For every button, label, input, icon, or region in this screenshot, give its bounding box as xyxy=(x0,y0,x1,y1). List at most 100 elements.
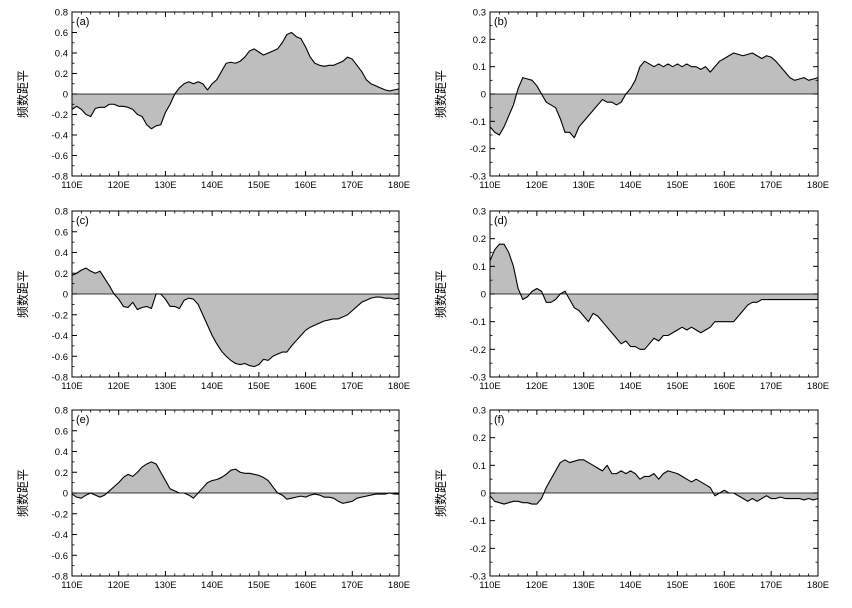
y-tick-label: 0 xyxy=(63,90,68,101)
y-tick-label: -0.3 xyxy=(470,373,486,384)
y-tick-label: 0.3 xyxy=(473,207,486,218)
panel-label: (d) xyxy=(494,215,507,227)
y-tick-label: 0.6 xyxy=(55,28,68,39)
x-tick-label: 140E xyxy=(201,580,223,591)
x-tick-label: 140E xyxy=(619,381,641,392)
x-tick-label: 160E xyxy=(294,381,316,392)
panel-label: (b) xyxy=(494,16,507,28)
x-tick-label: 170E xyxy=(760,381,782,392)
y-tick-label: 0.4 xyxy=(55,447,68,458)
y-tick-label: -0.4 xyxy=(52,331,68,342)
series-line xyxy=(71,31,400,130)
series-line xyxy=(489,243,818,350)
panel-label: (e) xyxy=(76,414,89,426)
y-axis-label: 频数距平 xyxy=(15,70,30,118)
series-line xyxy=(71,461,399,504)
y-tick-label: -0.6 xyxy=(52,352,68,363)
x-tick-label: 120E xyxy=(108,381,130,392)
x-tick-label: 130E xyxy=(573,180,595,191)
y-tick-label: 0 xyxy=(481,290,486,301)
x-tick-label: 120E xyxy=(108,180,130,191)
x-tick-label: 180E xyxy=(807,381,829,392)
x-tick-label: 160E xyxy=(713,180,735,191)
x-tick-label: 150E xyxy=(666,580,688,591)
y-tick-label: 0.6 xyxy=(55,426,68,437)
x-tick-label: 170E xyxy=(341,180,363,191)
y-tick-label: -0.4 xyxy=(52,530,68,541)
x-tick-label: 160E xyxy=(294,580,316,591)
chart-panel: 110E 120E 130E 140E 150E 160E 170E 180E -0.3 -0.2… xyxy=(433,8,829,192)
y-tick-label: -0.1 xyxy=(470,117,486,128)
y-tick-label: 0.2 xyxy=(473,234,486,245)
panel-label: (a) xyxy=(76,16,89,28)
x-tick-label: 150E xyxy=(666,180,688,191)
y-tick-label: 0.2 xyxy=(473,35,486,46)
anomaly-area xyxy=(72,32,399,129)
x-tick-label: 140E xyxy=(201,180,223,191)
y-tick-label: 0.1 xyxy=(473,461,486,472)
y-axis-label: 频数距平 xyxy=(433,70,448,118)
y-tick-label: 0.3 xyxy=(473,406,486,417)
y-tick-label: 0 xyxy=(63,489,68,500)
x-tick-label: 140E xyxy=(619,580,641,591)
x-tick-label: 180E xyxy=(388,381,410,392)
y-tick-label: 0.2 xyxy=(55,468,68,479)
x-tick-label: 130E xyxy=(154,580,176,591)
x-tick-label: 130E xyxy=(573,580,595,591)
x-tick-label: 170E xyxy=(341,580,363,591)
y-tick-label: 0.6 xyxy=(55,227,68,238)
y-tick-label: 0.2 xyxy=(473,433,486,444)
x-tick-label: 140E xyxy=(201,381,223,392)
x-tick-label: 110E xyxy=(61,381,82,392)
x-tick-label: 130E xyxy=(154,381,176,392)
x-tick-label: 110E xyxy=(479,180,500,191)
x-tick-label: 130E xyxy=(154,180,176,191)
anomaly-area xyxy=(490,53,818,138)
x-tick-label: 180E xyxy=(388,180,410,191)
x-tick-label: 120E xyxy=(526,381,548,392)
x-tick-label: 110E xyxy=(61,580,82,591)
y-tick-label: -0.2 xyxy=(470,345,486,356)
y-tick-label: -0.2 xyxy=(470,544,486,555)
y-tick-label: -0.2 xyxy=(52,509,68,520)
y-tick-label: -0.8 xyxy=(52,172,68,183)
y-tick-label: 0 xyxy=(481,489,486,500)
anomaly-area xyxy=(490,244,818,350)
x-tick-label: 160E xyxy=(713,580,735,591)
y-tick-label: 0.4 xyxy=(55,49,68,60)
x-tick-label: 150E xyxy=(248,180,270,191)
y-tick-label: -0.4 xyxy=(52,131,68,142)
y-tick-label: -0.1 xyxy=(470,317,486,328)
x-tick-label: 130E xyxy=(573,381,595,392)
y-tick-label: 0.4 xyxy=(55,248,68,259)
y-tick-label: -0.3 xyxy=(470,172,486,183)
y-tick-label: -0.8 xyxy=(52,373,68,384)
chart-panel: 110E 120E 130E 140E 150E 160E 170E 180E -0.8 -0.6… xyxy=(15,406,410,592)
y-tick-label: -0.6 xyxy=(52,551,68,562)
y-tick-label: 0.2 xyxy=(55,269,68,280)
y-tick-label: -0.2 xyxy=(52,310,68,321)
x-tick-label: 170E xyxy=(760,180,782,191)
panel-label: (c) xyxy=(76,215,89,227)
y-axis-label: 频数距平 xyxy=(15,270,30,318)
x-tick-label: 140E xyxy=(619,180,641,191)
y-tick-label: 0.1 xyxy=(473,262,486,273)
x-tick-label: 120E xyxy=(526,580,548,591)
x-tick-label: 180E xyxy=(807,580,829,591)
y-tick-label: 0.8 xyxy=(55,406,68,417)
y-tick-label: -0.3 xyxy=(470,572,486,583)
y-tick-label: 0.3 xyxy=(473,8,486,19)
x-tick-label: 150E xyxy=(248,381,270,392)
x-tick-label: 170E xyxy=(760,580,782,591)
chart-panel: 110E 120E 130E 140E 150E 160E 170E 180E -0.8 -0.6… xyxy=(15,207,410,393)
x-tick-label: 170E xyxy=(341,381,363,392)
series-line xyxy=(71,267,400,368)
anomaly-area xyxy=(72,268,399,367)
y-tick-label: 0.8 xyxy=(55,207,68,218)
x-tick-label: 160E xyxy=(713,381,735,392)
x-tick-label: 120E xyxy=(526,180,548,191)
x-tick-label: 160E xyxy=(294,180,316,191)
y-tick-label: -0.6 xyxy=(52,151,68,162)
x-tick-label: 150E xyxy=(666,381,688,392)
